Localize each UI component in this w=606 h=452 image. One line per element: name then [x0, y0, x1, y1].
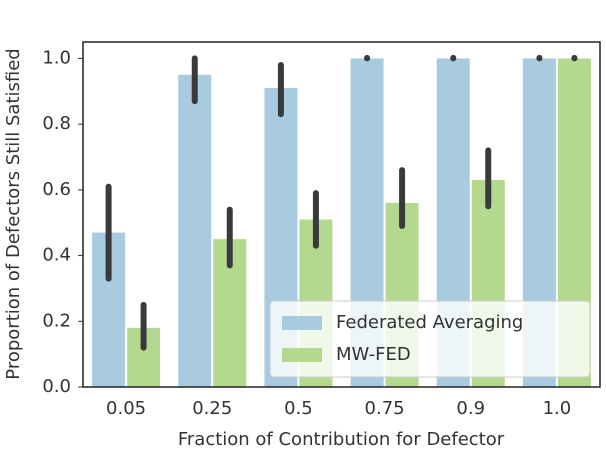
legend-swatch [282, 348, 322, 362]
x-tick-label: 0.05 [106, 398, 146, 419]
legend-box [269, 300, 591, 378]
legend-swatch [282, 316, 322, 330]
legend-label: MW-FED [336, 344, 411, 365]
bar [178, 74, 212, 387]
x-tick-label: 0.25 [192, 398, 232, 419]
y-tick-label: 0.6 [42, 179, 71, 200]
x-axis-label: Fraction of Contribution for Defector [178, 429, 505, 450]
y-tick-label: 0.2 [42, 310, 71, 331]
y-tick-label: 0.0 [42, 376, 71, 397]
x-tick-label: 1.0 [543, 398, 572, 419]
x-tick-label: 0.75 [365, 398, 405, 419]
y-tick-label: 1.0 [42, 47, 71, 68]
y-axis-label: Proportion of Defectors Still Satisfied [3, 48, 24, 379]
y-tick-label: 0.4 [42, 245, 71, 266]
plot-frame [82, 41, 601, 388]
x-tick-label: 0.9 [456, 398, 485, 419]
legend-label: Federated Averaging [336, 312, 523, 333]
y-tick-label: 0.8 [42, 113, 71, 134]
x-tick-label: 0.5 [284, 398, 313, 419]
